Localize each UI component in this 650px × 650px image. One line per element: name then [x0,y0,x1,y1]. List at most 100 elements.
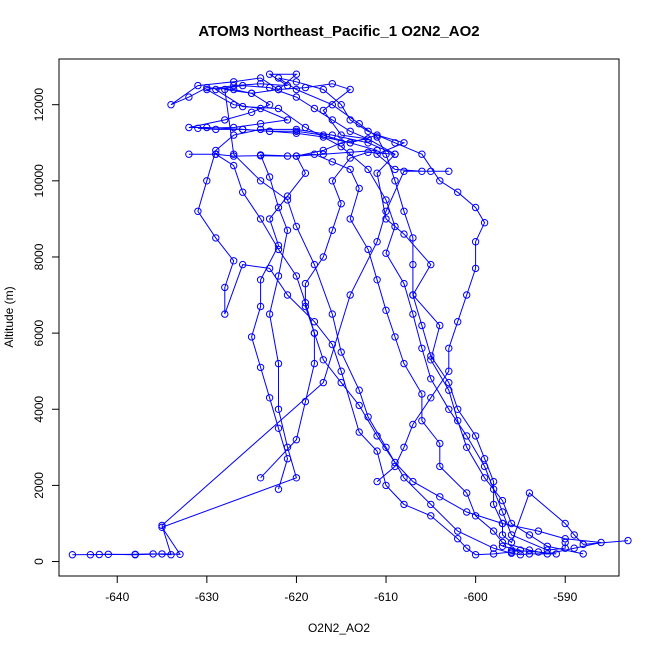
data-point [498,538,507,547]
data-point [543,546,551,554]
data-point [391,222,399,231]
data-point [256,104,265,113]
data-point [364,245,372,254]
data-point [256,152,265,160]
data-point [274,104,283,113]
series-line [197,128,521,556]
data-point [400,230,408,238]
data-point [301,397,310,406]
data-point [274,203,283,212]
data-point [319,356,327,364]
data-point [274,424,283,432]
data-point [516,546,525,554]
data-point [256,74,265,82]
data-point [310,359,319,368]
data-point [337,139,345,147]
data-point [283,455,292,463]
data-point [256,177,265,185]
data-point [256,276,265,284]
data-point [346,127,354,136]
data-point [355,386,363,394]
data-point [382,207,390,216]
data-point [328,158,336,166]
series-2 [86,74,587,559]
data-point [292,127,301,136]
data-point [534,548,543,556]
data-point [409,234,417,242]
series-line [278,77,629,545]
data-point [463,291,471,299]
data-point [445,386,453,394]
data-point [525,550,534,558]
series-line [90,77,584,556]
series-4 [212,81,569,554]
data-point [409,291,417,299]
data-point [292,152,301,160]
data-point [158,523,166,531]
data-point [373,432,381,440]
data-point [498,496,507,505]
data-point [364,148,372,157]
data-point [230,78,238,86]
data-point [507,538,516,547]
x-axis-label: O2N2_AO2 [308,621,370,635]
data-point [283,226,292,235]
data-point [364,165,372,174]
data-point [471,264,480,273]
data-point [337,101,345,109]
data-point [239,81,247,90]
y-tick-label: 8000 [32,243,46,270]
data-point [489,527,498,535]
data-point [373,133,381,141]
data-point [445,378,453,387]
data-point [579,540,587,549]
data-point [436,439,444,448]
data-point [382,443,390,451]
data-point [445,167,453,176]
data-point [427,375,435,383]
data-point [409,260,417,269]
data-point [310,329,319,337]
data-point [247,108,256,117]
data-point [346,139,354,147]
data-point [274,359,283,368]
data-point [624,536,632,545]
data-point [131,551,139,559]
data-point [400,500,408,509]
data-point [292,272,301,280]
data-point [256,125,265,134]
data-point [489,477,498,486]
data-point [463,432,471,440]
data-point [463,508,471,516]
y-axis-label: Altitude (m) [2,286,16,347]
data-point [247,333,256,341]
x-tick-label: -590 [553,590,577,604]
data-point [507,519,516,528]
data-point [525,546,534,554]
series-6 [274,74,632,549]
data-point [310,104,319,113]
data-point [355,401,363,410]
data-point [445,405,453,413]
data-point [230,131,238,139]
data-point [373,238,381,246]
data-point [400,207,408,216]
data-point [391,139,399,147]
data-point [265,83,274,92]
data-point [561,544,569,552]
data-point [471,203,480,212]
data-point [418,390,426,398]
data-point [194,81,202,90]
data-point [400,359,408,368]
data-point [292,70,301,78]
data-point [382,249,390,257]
data-point [265,70,274,78]
data-point [561,538,569,547]
data-point [382,150,390,158]
data-point [346,215,354,223]
data-point [337,142,345,151]
data-point [319,150,327,158]
data-point [463,443,471,451]
x-tick-label: -640 [105,590,129,604]
data-point [471,551,480,559]
